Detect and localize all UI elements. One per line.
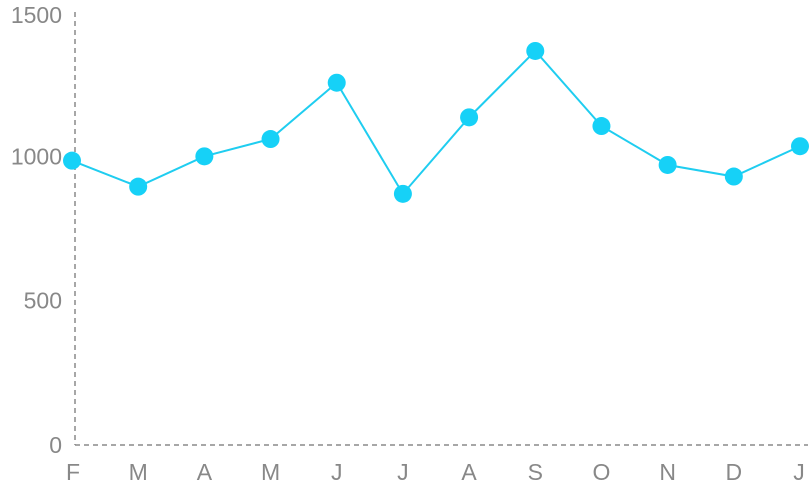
data-point (592, 117, 611, 136)
x-tick-label: M (129, 459, 148, 482)
x-tick-label: N (659, 459, 676, 482)
x-tick-label: O (593, 459, 611, 482)
x-tick-label: F (66, 459, 80, 482)
y-tick-label: 500 (24, 288, 62, 314)
y-tick-label: 0 (49, 432, 62, 458)
x-tick-label: A (461, 459, 477, 482)
axes (74, 12, 808, 446)
x-tick-label: J (793, 459, 805, 482)
x-tick-label: M (261, 459, 280, 482)
x-tick-label: D (726, 459, 743, 482)
data-point (460, 108, 479, 127)
data-point (791, 137, 809, 156)
y-tick-label: 1500 (11, 2, 62, 28)
x-tick-label: A (197, 459, 213, 482)
data-point (658, 155, 677, 174)
data-point (129, 177, 148, 196)
data-point (724, 167, 743, 186)
data-point (63, 151, 81, 170)
x-tick-label: J (331, 459, 343, 482)
data-point (393, 184, 412, 203)
x-tick-label: S (528, 459, 543, 482)
y-tick-label: 1000 (11, 143, 62, 169)
x-tick-label: J (397, 459, 409, 482)
data-point (526, 41, 545, 60)
y-tick-labels: 0 500 1000 1500 (11, 2, 62, 458)
data-point (327, 73, 346, 92)
series-layer (63, 41, 809, 203)
data-point (195, 147, 214, 166)
data-point (261, 130, 280, 149)
series-line (71, 49, 801, 196)
